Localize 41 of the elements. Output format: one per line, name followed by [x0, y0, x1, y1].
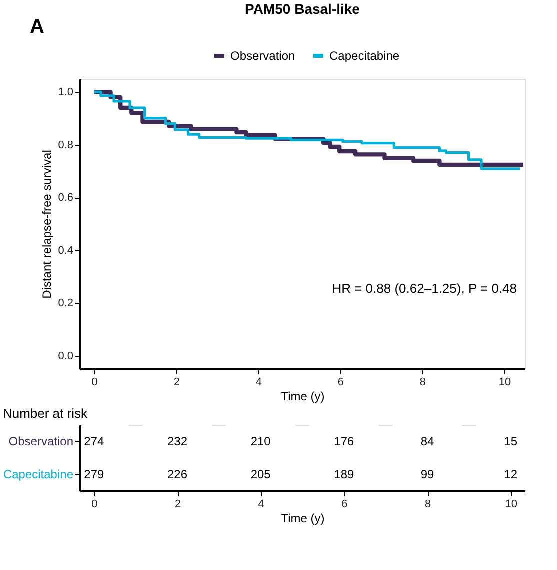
text: A: [30, 16, 44, 38]
x-tick-label: 2: [174, 498, 182, 510]
annotation: HR = 0.88 (0.62–1.25), P = 0.48: [332, 281, 517, 296]
data-label: 99: [420, 468, 434, 482]
y-tick-label: Capecitabine: [3, 468, 74, 482]
x-axis-title: Time (y): [281, 512, 325, 526]
chart-title: PAM50 Basal-like: [245, 1, 360, 17]
x-tick-label: 0: [92, 376, 98, 388]
x-tick-label: 2: [174, 376, 180, 388]
data-label: 205: [250, 468, 272, 482]
x-tick-label: 8: [420, 376, 426, 388]
y-tick-label: 0.4: [58, 244, 74, 257]
x-tick-label: 4: [258, 498, 264, 510]
data-label: 84: [420, 434, 434, 448]
y-tick-label: 0.0: [58, 350, 74, 362]
y-tick-label: Observation: [8, 434, 74, 448]
data-label: 12: [504, 468, 518, 482]
data-label: 274: [84, 434, 104, 448]
legend-label: Capecitabine: [330, 49, 400, 63]
x-tick-label: 10: [498, 376, 512, 388]
data-label: 210: [250, 434, 272, 448]
data-label: 226: [167, 468, 188, 482]
data-label: 232: [167, 434, 188, 448]
data-label: 15: [504, 434, 518, 448]
x-axis-title: Time (y): [281, 390, 325, 404]
legend-label: Observation: [230, 49, 296, 63]
y-tick-label: 0.2: [58, 298, 74, 310]
data-label: 189: [334, 468, 354, 482]
y-axis-title: Distant relapse-free survival: [40, 150, 54, 299]
y-tick-label: 1.0: [58, 86, 74, 99]
x-tick-label: 10: [505, 498, 518, 510]
x-tick-label: 6: [342, 498, 348, 510]
chart-title: Number at risk: [2, 406, 88, 421]
x-tick-label: 4: [256, 376, 262, 388]
x-tick-label: 6: [338, 376, 344, 388]
x-tick-label: 8: [424, 498, 432, 510]
y-tick-label: 0.6: [58, 192, 74, 204]
y-tick-label: 0.8: [58, 139, 74, 152]
data-label: 176: [334, 434, 354, 448]
data-label: 279: [84, 468, 104, 482]
x-tick-label: 0: [92, 498, 98, 510]
